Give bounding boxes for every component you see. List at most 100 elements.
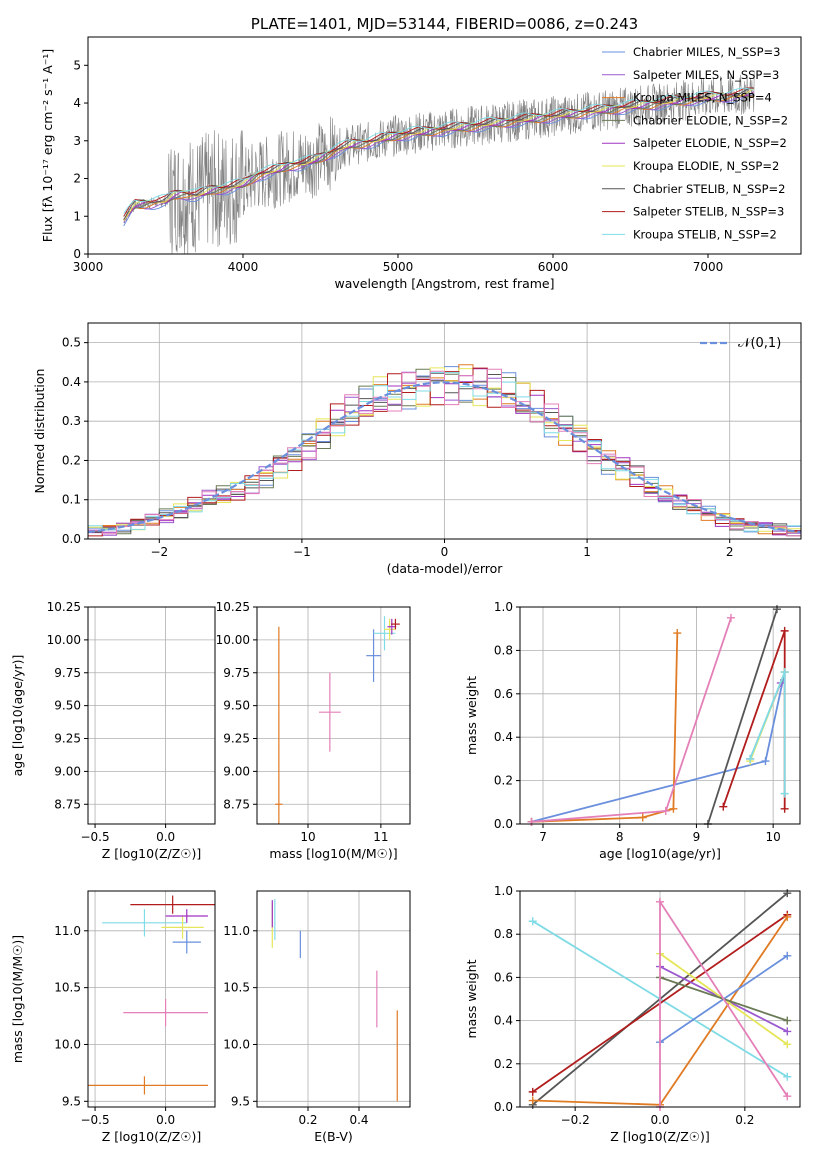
y-tick-label: 9.25 [223, 732, 250, 746]
y-tick-label: 9.25 [54, 732, 81, 746]
y-tick-label: 3 [73, 134, 81, 148]
y-tick-label: 10.00 [216, 633, 250, 647]
y-tick-label: 0.1 [62, 493, 81, 507]
chart-panel: 0.2 0.4 9.5 10.0 10.5 11.0 E(B-V) [223, 890, 411, 1144]
y-axis-label: Flux [fλ 10⁻¹⁷ erg cm⁻² s⁻¹ A⁻¹] [40, 49, 55, 242]
axes-frame [87, 36, 802, 255]
x-tick-label: 1 [583, 545, 591, 559]
y-tick-label: 9.00 [223, 764, 250, 778]
plus-marker [783, 912, 792, 921]
x-tick-label: 11 [373, 830, 388, 844]
x-tick-label: −0.2 [561, 1113, 590, 1127]
plus-marker [783, 1040, 792, 1049]
x-tick-label: −0.5 [80, 830, 109, 844]
axes-frame [519, 606, 801, 825]
weight-line [749, 671, 786, 794]
chart-panel: −0.5 0.0 9.5 10.0 10.5 11.0 Z [log10(Z/Z☉)] mas… [10, 890, 216, 1144]
x-tick-label: 0.0 [650, 1113, 669, 1127]
weight-line [707, 608, 778, 825]
x-tick-label: 8 [616, 830, 624, 844]
x-tick-label: 0.4 [349, 1113, 368, 1127]
chart-panel: −0.2 0.0 0.2 0.0 0.2 0.4 0.6 0.8 1.0 Z [log10(Z/Z… [464, 884, 801, 1144]
y-tick-label: 10.25 [47, 600, 81, 614]
plus-marker [527, 817, 536, 826]
y-tick-label: 10.0 [54, 1037, 81, 1051]
plus-marker [656, 897, 664, 906]
plus-marker [783, 951, 792, 960]
x-axis-label: E(B-V) [314, 1129, 353, 1144]
y-tick-label: 0.3 [62, 414, 81, 428]
y-tick-label: 0.6 [494, 970, 513, 984]
plot-area [123, 71, 755, 254]
x-tick-label: −2 [150, 545, 168, 559]
x-tick-label: 10 [300, 830, 315, 844]
legend-label: Chabrier STELIB, N_SSP=2 [633, 182, 785, 196]
plus-marker [772, 605, 781, 614]
axes-frame [256, 606, 411, 825]
y-axis-label: mass weight [464, 959, 479, 1038]
legend-label: Chabrier ELODIE, N_SSP=2 [633, 113, 788, 127]
y-axis-label: mass [log10(M/M☉)] [10, 935, 25, 1063]
weight-line [722, 630, 786, 809]
plus-marker [780, 668, 789, 677]
y-axis-label: mass weight [464, 676, 479, 755]
y-tick-label: 10.5 [223, 981, 250, 995]
y-tick-label: 0.0 [62, 532, 81, 546]
model-line [123, 87, 754, 214]
chart-panel: 7 8 9 10 0.0 0.2 0.4 0.6 0.8 1.0 age [log10(age/yr… [464, 600, 801, 861]
plot-area [527, 605, 789, 828]
y-tick-label: 8.75 [223, 797, 250, 811]
x-tick-label: 0.0 [156, 830, 175, 844]
y-tick-label: 9.50 [54, 699, 81, 713]
x-tick-label: 5000 [383, 260, 414, 274]
x-tick-label: 10 [766, 830, 781, 844]
legend-label: Salpeter STELIB, N_SSP=3 [633, 205, 784, 219]
legend-label: Kroupa ELODIE, N_SSP=2 [633, 159, 779, 173]
plus-marker [783, 889, 792, 898]
chart-panel: 10 11 8.75 9.00 9.25 9.50 9.75 10.00 10.25 mass [… [216, 600, 411, 861]
x-tick-label: 7 [539, 830, 547, 844]
weight-line [531, 632, 679, 823]
y-tick-label: 0.2 [494, 1057, 513, 1071]
y-tick-label: 10.00 [47, 633, 81, 647]
x-axis-label: Z [log10(Z/Z☉)] [102, 846, 202, 861]
y-tick-label: 2 [73, 172, 81, 186]
y-axis-label: age [log10(age/yr)] [10, 655, 25, 777]
y-tick-label: 8.75 [54, 797, 81, 811]
plus-marker [528, 917, 537, 926]
axes-frame [87, 322, 802, 540]
plus-marker [783, 1092, 792, 1101]
plus-marker [783, 1072, 792, 1081]
plus-marker [783, 1027, 792, 1036]
histogram-step [88, 368, 801, 537]
chart-panel: −2 −1 0 1 2 0.0 0.1 0.2 0.3 0.4 0.5 (data-model)/er… [32, 322, 802, 576]
plus-marker [528, 1087, 537, 1096]
plus-marker [719, 802, 728, 811]
x-tick-label: 0.0 [156, 1113, 175, 1127]
plus-marker [780, 789, 789, 798]
weight-line [531, 617, 732, 823]
legend-label: Kroupa MILES, N_SSP=4 [633, 91, 772, 105]
plus-marker [780, 626, 789, 635]
plus-marker [783, 1016, 792, 1025]
y-tick-label: 0.4 [62, 375, 81, 389]
plus-marker [669, 804, 678, 813]
normal-curve [88, 381, 801, 534]
legend-label: Chabrier MILES, N_SSP=3 [633, 45, 780, 59]
y-tick-label: 0.2 [62, 453, 81, 467]
chart-panel: −0.5 0.0 8.75 9.00 9.25 9.50 9.75 10.00 10.25 Z [… [10, 600, 216, 861]
plot-area [88, 364, 801, 537]
model-line [123, 94, 754, 223]
x-tick-label: 6000 [538, 260, 569, 274]
axes-frame [256, 890, 411, 1108]
y-tick-label: 0.4 [494, 730, 513, 744]
y-tick-label: 0.4 [494, 1014, 513, 1028]
y-tick-label: 11.0 [223, 924, 250, 938]
y-tick-label: 0.0 [494, 817, 513, 831]
y-tick-label: 10.0 [223, 1037, 250, 1051]
y-tick-label: 0.8 [494, 643, 513, 657]
y-tick-label: 9.5 [231, 1094, 250, 1108]
y-tick-label: 1.0 [494, 600, 513, 614]
x-axis-label: Z [log10(Z/Z☉)] [610, 1129, 710, 1144]
